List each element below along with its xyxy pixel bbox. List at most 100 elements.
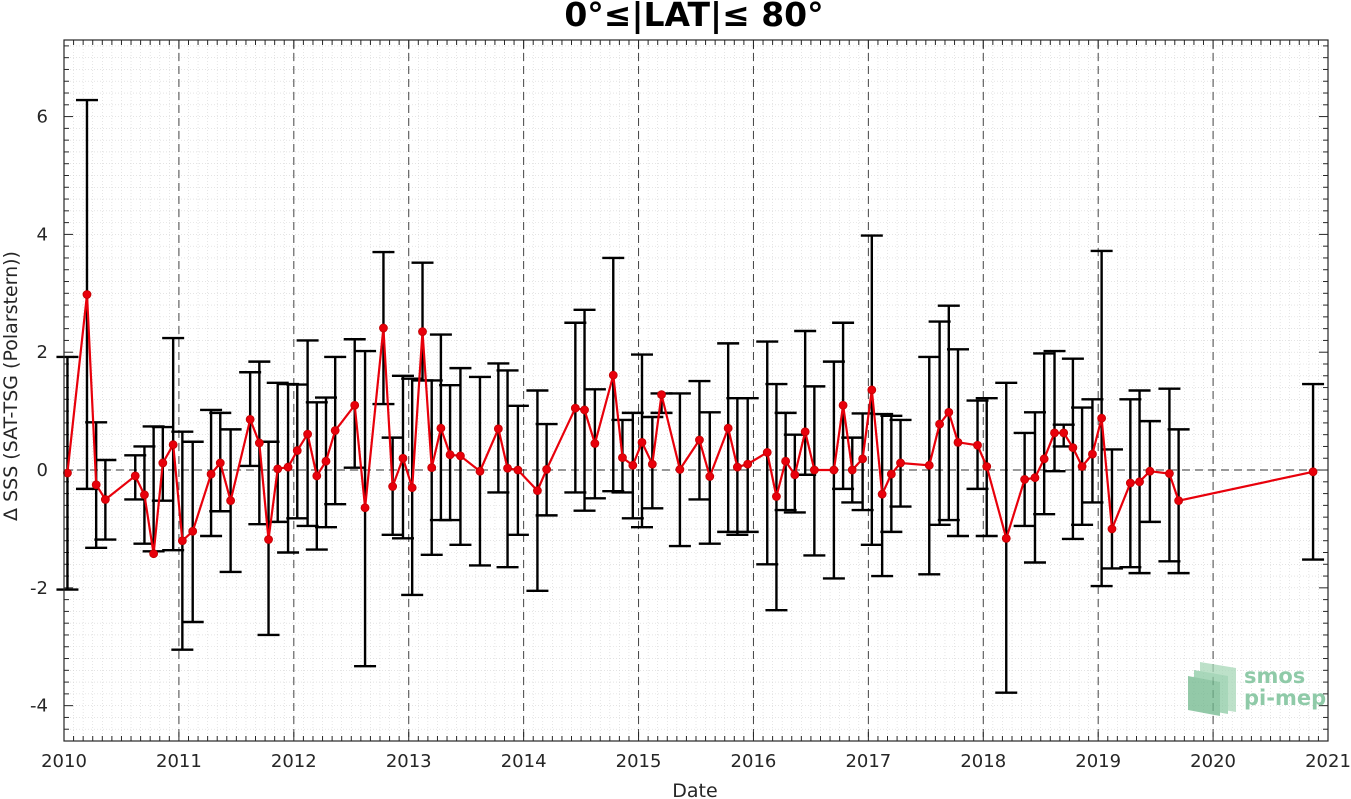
- x-tick-label: 2010: [41, 751, 87, 772]
- data-point: [982, 462, 992, 471]
- error-bar: [717, 342, 740, 534]
- data-point: [781, 456, 791, 466]
- data-point: [188, 526, 198, 536]
- data-point: [407, 483, 417, 493]
- data-point: [935, 419, 945, 429]
- data-point: [1039, 454, 1049, 464]
- data-point: [762, 447, 772, 457]
- data-point: [100, 495, 110, 504]
- data-point: [743, 459, 753, 469]
- data-point: [732, 462, 742, 472]
- y-tick-label: 0: [37, 460, 48, 481]
- data-point: [570, 403, 580, 413]
- y-tick-label: 4: [37, 224, 48, 245]
- data-point: [608, 370, 618, 380]
- minor-grid: [63, 40, 1329, 742]
- y-tick-labels: -4 -2 0 2 4 6: [30, 107, 48, 717]
- data-point: [91, 480, 101, 490]
- data-point: [350, 400, 360, 410]
- data-point: [580, 405, 589, 415]
- data-point: [456, 451, 465, 461]
- data-point: [1165, 469, 1174, 478]
- x-tick-label: 2017: [845, 751, 891, 772]
- data-point: [1030, 473, 1040, 483]
- x-tick-labels: 2010 2011 2012 2013 2014 2015 2016 2017 2018 2019…: [41, 751, 1351, 772]
- y-tick-label: -4: [30, 696, 48, 717]
- data-point: [723, 423, 733, 433]
- error-bar: [1033, 352, 1056, 516]
- y-tick-label: 6: [37, 107, 48, 128]
- data-point: [149, 549, 159, 559]
- data-point: [1174, 496, 1184, 506]
- data-point: [273, 464, 283, 474]
- data-point: [1125, 478, 1135, 488]
- data-point: [533, 486, 542, 496]
- x-tick-label: 2012: [271, 751, 317, 772]
- x-tick-label: 2015: [616, 751, 662, 772]
- data-point: [130, 471, 140, 481]
- data-point: [312, 471, 322, 481]
- x-tick-label: 2019: [1075, 751, 1121, 772]
- error-bar: [1023, 411, 1046, 564]
- data-point: [1097, 413, 1107, 423]
- data-point: [177, 536, 187, 546]
- data-point: [1145, 466, 1155, 476]
- data-point: [1135, 477, 1144, 487]
- data-point: [924, 460, 934, 470]
- data-point: [226, 496, 236, 506]
- data-point: [254, 438, 264, 448]
- data-point: [695, 435, 704, 445]
- data-point: [292, 446, 302, 455]
- data-point: [168, 440, 178, 450]
- data-point: [140, 490, 149, 500]
- data-point: [953, 437, 963, 447]
- logo-line2: pi-mep: [1244, 686, 1326, 710]
- x-axis-label: Date: [672, 780, 717, 799]
- data-point: [838, 400, 848, 410]
- logo-mark-icon: [1188, 662, 1236, 716]
- data-point: [542, 465, 552, 474]
- data-point: [418, 327, 427, 336]
- logo-line1: smos: [1244, 664, 1305, 688]
- data-point: [590, 439, 600, 448]
- data-point: [877, 489, 887, 499]
- data-point: [800, 427, 810, 437]
- x-tick-label: 2013: [386, 751, 432, 772]
- data-point: [628, 460, 638, 470]
- data-point: [705, 472, 715, 481]
- data-point: [245, 414, 255, 424]
- axis-ticks: [63, 40, 1329, 742]
- data-point: [436, 423, 446, 433]
- error-bar: [1043, 349, 1066, 473]
- series-markers: [63, 290, 1318, 559]
- data-point: [858, 454, 868, 464]
- data-point: [772, 492, 781, 501]
- data-point: [973, 440, 982, 450]
- data-point: [867, 385, 877, 395]
- data-point: [1077, 462, 1087, 471]
- data-point: [829, 465, 839, 475]
- x-tick-label: 2014: [501, 751, 547, 772]
- data-point: [896, 458, 905, 468]
- data-point: [321, 456, 331, 466]
- data-point: [475, 466, 485, 476]
- data-point: [675, 465, 685, 474]
- data-point: [388, 482, 398, 491]
- y-axis-label: Δ SSS (SAT-TSG (Polarstern)): [0, 251, 22, 521]
- data-point: [330, 426, 340, 435]
- data-point: [847, 465, 857, 475]
- y-tick-label: -2: [30, 578, 48, 599]
- data-point: [1059, 428, 1069, 438]
- data-point: [82, 290, 92, 299]
- y-tick-label: 2: [37, 342, 48, 363]
- plot-frame: [63, 39, 1329, 742]
- data-point: [1308, 467, 1318, 477]
- x-tick-label: 2018: [960, 751, 1006, 772]
- data-point: [1088, 449, 1097, 459]
- data-point: [427, 463, 437, 473]
- data-point: [809, 465, 819, 475]
- data-point: [503, 463, 512, 473]
- data-point: [1050, 428, 1059, 438]
- data-point: [215, 458, 225, 468]
- x-tick-label: 2011: [156, 751, 202, 772]
